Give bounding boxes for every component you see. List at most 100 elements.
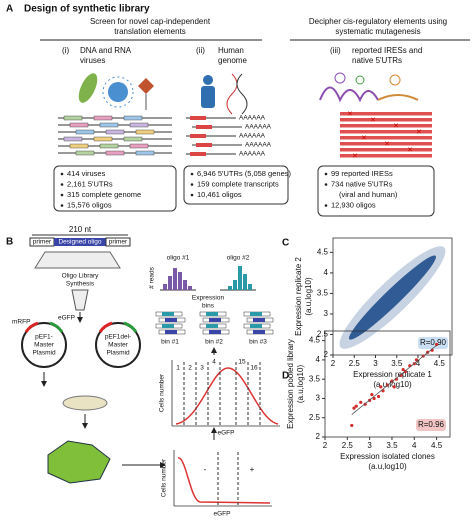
bin-number: 15: [238, 359, 246, 366]
source-numeral: (iii): [330, 46, 341, 55]
y-tick-label: 4: [324, 268, 329, 277]
axis-label: eGFP: [214, 511, 231, 518]
bin-label: bin #3: [249, 339, 267, 346]
info-box: [53, 165, 177, 212]
oligo-title: oligo #2: [227, 255, 250, 262]
segment: [135, 129, 155, 135]
mutation: ×: [416, 126, 421, 136]
bin-reads: [155, 311, 274, 335]
mutation: ×: [407, 144, 412, 154]
plasmid: [95, 322, 141, 368]
segment: [93, 136, 113, 142]
x-tick-label: 4.5: [431, 441, 443, 450]
source-label: DNA and RNA: [80, 46, 132, 55]
oligo-label: Designed oligo: [58, 239, 101, 246]
axis-label: Cells number: [159, 373, 166, 412]
bullet-text: 6,946 5'UTRs (5,058 genes): [197, 169, 291, 178]
y-tick-label: 2.5: [317, 330, 329, 339]
source-numeral: (i): [62, 46, 69, 55]
point: [376, 394, 381, 399]
poly-a: AAAAAA: [239, 151, 266, 158]
poly-a: AAAAAA: [239, 133, 266, 140]
point-cloud: [348, 255, 437, 340]
bullet: [324, 204, 328, 207]
info-box: [183, 165, 289, 205]
bin-label: bin #1: [161, 339, 179, 346]
bullet: [60, 172, 64, 176]
segment: [93, 115, 113, 121]
y-tick-label: 4: [316, 355, 321, 364]
x-tick-label: 3: [367, 441, 372, 450]
bullet: [190, 183, 194, 186]
annotation-box: [418, 337, 448, 349]
x-tick-label: 2: [331, 359, 336, 368]
read-oligo: [209, 318, 221, 322]
distribution: [177, 457, 271, 504]
gate-label: -: [204, 465, 207, 474]
panel-label: C: [282, 238, 289, 249]
bin-number: 16: [250, 365, 258, 372]
y-axis-label: Expression pooled library: [286, 339, 295, 429]
read-oligo: [206, 312, 218, 316]
bullet-text: 734 native 5'UTRs: [331, 179, 393, 188]
segment: [123, 115, 143, 121]
bullet-text: 159 complete transcripts: [197, 179, 279, 188]
panel-label: A: [6, 4, 13, 15]
read-oligo: [206, 324, 218, 328]
x-axis-label: (a.u,log10): [368, 462, 407, 471]
column-header: translation elements: [114, 27, 186, 36]
plasmid-label: Master: [108, 342, 129, 349]
plasmid: [21, 322, 67, 368]
fit-line: [351, 344, 437, 415]
plasmid-label: Plasmid: [106, 350, 130, 357]
annotation: R=0.90: [420, 338, 447, 347]
annotation-box: [416, 419, 446, 431]
read-oligo: [250, 312, 262, 316]
x-tick-label: 2.5: [349, 359, 361, 368]
segment: [69, 122, 89, 128]
bullet: [60, 183, 64, 186]
column-header: Screen for novel cap-independent: [90, 17, 211, 26]
point: [392, 385, 396, 389]
x-tick-label: 3: [373, 359, 378, 368]
bullet-text: 99 reported IRESs: [331, 169, 393, 178]
mutant: [340, 124, 432, 128]
segment: [75, 129, 95, 135]
point: [399, 373, 403, 377]
poly-a: AAAAAA: [245, 124, 272, 131]
segment: [135, 150, 155, 156]
y-axis-label: (a.u,log10): [296, 365, 305, 404]
read-oligo: [162, 312, 174, 316]
mutant: [340, 136, 432, 140]
read-oligo: [209, 330, 221, 334]
step-label: Oligo Library: [62, 273, 100, 280]
mutant: [340, 154, 432, 158]
mutation: ×: [370, 114, 375, 124]
x-tick-label: 4.5: [434, 359, 446, 368]
mutant: [340, 118, 432, 122]
y-tick-label: 2: [316, 432, 321, 441]
x-tick-label: 4: [412, 441, 417, 450]
gene-label: mRFP: [12, 319, 30, 326]
segment: [123, 136, 143, 142]
bullet: [190, 193, 194, 197]
mutant: [340, 130, 432, 134]
ires-icons: [319, 72, 419, 103]
poly-a: AAAAAA: [245, 142, 272, 149]
sequence-lines: AAAAAA AAAAAA AAAAAA AAAAAA AAAAAA × × × × × × × ×: [58, 108, 432, 160]
bullet: [60, 204, 64, 207]
point: [352, 406, 356, 410]
axis-label: bins: [202, 303, 215, 310]
segment: [99, 143, 119, 149]
plot-frame: [332, 237, 453, 356]
segment: [63, 115, 83, 121]
x-axis-label: (a.u,log10): [373, 380, 412, 389]
mutation: ×: [361, 132, 366, 142]
column-header: systematic mutagenesis: [335, 27, 420, 36]
bin-number: 1: [176, 365, 180, 372]
bullet: [60, 193, 64, 197]
plasmid-label: Plasmid: [32, 350, 56, 357]
tube: [71, 289, 89, 311]
